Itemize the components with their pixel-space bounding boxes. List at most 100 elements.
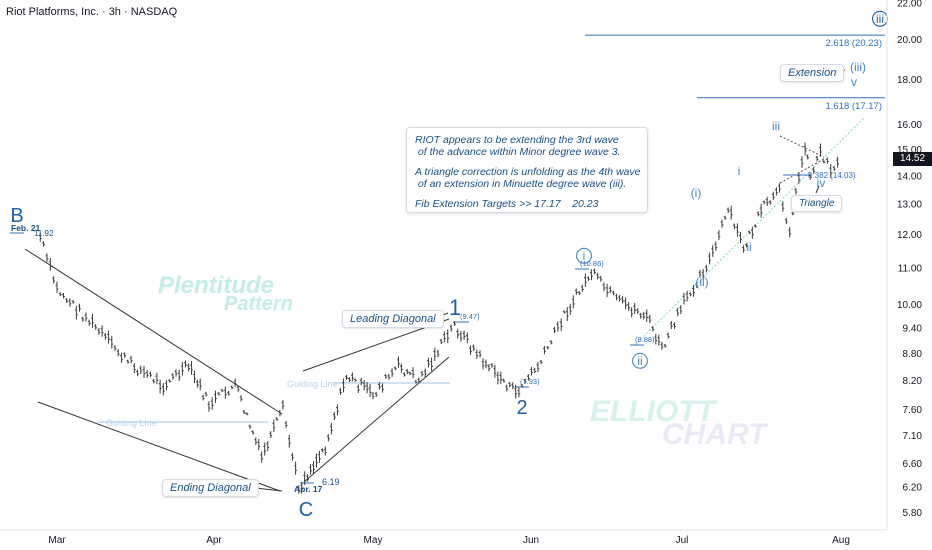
ohlc-bar — [794, 187, 798, 195]
ohlc-bar — [278, 409, 282, 417]
leading-diagonal-label[interactable]: Leading Diagonal — [342, 310, 444, 328]
chart-watermark: CHART — [662, 418, 769, 451]
ohlc-bar — [168, 379, 172, 383]
ohlc-bar — [574, 288, 578, 295]
ohlc-bar — [695, 282, 699, 288]
price-tick-label: 5.80 — [903, 508, 923, 519]
ohlc-bar — [520, 383, 524, 388]
wave-label-1: 1 — [449, 295, 461, 320]
ohlc-bar — [456, 328, 460, 339]
ohlc-bar — [748, 230, 751, 234]
triangle-lower — [779, 158, 825, 184]
ohlc-bar — [312, 461, 315, 475]
ohlc-bar — [336, 404, 339, 416]
ohlc-bar — [245, 412, 249, 416]
ohlc-bar — [132, 363, 136, 374]
ohlc-bar — [593, 268, 596, 275]
ohlc-bar — [384, 374, 388, 379]
price-tick-label: 13.00 — [897, 200, 922, 211]
ohlc-bar — [714, 241, 718, 251]
price-tick-label: 22.00 — [897, 0, 922, 10]
ohlc-bar — [465, 332, 469, 344]
time-axis[interactable]: Mar Apr May Jun Jul Aug — [0, 529, 887, 546]
price-tick-label: 6.60 — [903, 459, 923, 470]
ohlc-bar — [836, 156, 839, 168]
ohlc-bar — [94, 324, 98, 330]
wave-label-minor-iii: iii — [772, 119, 780, 133]
wave-label-minor-i: i — [738, 164, 741, 178]
ohlc-bar — [583, 273, 587, 288]
price-tick-label: 8.80 — [903, 349, 923, 360]
ohlc-bar — [698, 269, 702, 278]
ohlc-bar — [417, 377, 421, 384]
ohlc-bar — [642, 311, 646, 320]
ohlc-bar — [233, 378, 237, 387]
price-tick-label: 15.00 — [897, 145, 922, 156]
guiding-line-text: Guiding Line — [106, 418, 157, 428]
ohlc-bar — [74, 305, 78, 320]
ohlc-bar — [739, 232, 742, 244]
wave-label-c: C — [299, 499, 313, 521]
ohlc-bar — [402, 372, 406, 377]
wave-label-paren-i: (i) — [691, 186, 702, 200]
ohlc-bar — [294, 461, 298, 475]
ohlc-bar — [829, 164, 833, 178]
ohlc-bar — [381, 383, 384, 393]
ohlc-bar — [377, 382, 381, 390]
time-tick-label: Apr — [206, 535, 222, 546]
ohlc-bar — [387, 374, 391, 380]
ohlc-bar — [490, 363, 494, 368]
ohlc-bar — [38, 232, 42, 242]
wave-label-ii-circled: ii — [637, 354, 642, 368]
ohlc-bar — [523, 378, 527, 384]
extension-label[interactable]: Extension — [780, 64, 845, 82]
ohlc-bar — [599, 275, 603, 282]
ohlc-bar — [533, 367, 537, 374]
ohlc-bar — [430, 357, 434, 371]
ohlc-bar — [263, 442, 267, 456]
price-tick-label: 20.00 — [897, 35, 922, 46]
ohlc-bar — [815, 155, 819, 162]
pivot-value: (8.88) — [635, 335, 655, 344]
ohlc-bar — [806, 154, 810, 160]
ohlc-bar — [624, 297, 628, 310]
ohlc-bar — [618, 295, 621, 302]
analysis-note[interactable]: RIOT appears to be extending the 3rd wav… — [406, 127, 648, 213]
ohlc-bar — [717, 230, 721, 241]
ohlc-bar — [682, 292, 686, 305]
price-tick-label: 12.00 — [897, 230, 922, 241]
ohlc-bar — [676, 307, 680, 317]
ohlc-bar — [565, 307, 569, 322]
ohlc-bar — [48, 258, 52, 271]
ohlc-bar — [350, 372, 354, 382]
triangle-label[interactable]: Triangle — [791, 195, 843, 212]
ohlc-bar — [586, 276, 590, 281]
wave-label-i-circled-circle — [576, 247, 592, 264]
ohlc-bar — [65, 298, 69, 303]
ohlc-bar — [195, 379, 199, 388]
ohlc-bar — [145, 370, 149, 379]
ohlc-bar — [608, 286, 612, 294]
ohlc-bar — [577, 291, 581, 295]
leading-diagonal-lower — [303, 356, 450, 483]
wave-label-paren-iii: (iii) — [850, 60, 866, 74]
ohlc-bar — [808, 173, 812, 180]
ohlc-bar — [339, 387, 342, 395]
ohlc-bar — [356, 384, 360, 393]
ohlc-bar — [648, 314, 652, 324]
ending-diagonal-label[interactable]: Ending Diagonal — [162, 479, 259, 497]
ohlc-bar — [651, 326, 655, 332]
ohlc-bar — [184, 360, 187, 368]
ohlc-bar — [742, 245, 745, 253]
ohlc-bar — [227, 390, 231, 396]
price-tick-label: 7.60 — [903, 405, 923, 416]
ohlc-bar — [248, 424, 252, 429]
ohlc-bar — [469, 345, 472, 355]
watermarks: Plentitude Pattern ELLIOTT CHART — [158, 272, 769, 451]
ohlc-bar — [493, 364, 497, 378]
ohlc-bar — [68, 298, 72, 307]
ohlc-bar — [636, 308, 640, 314]
price-axis[interactable]: 22.00 20.00 18.00 16.00 15.00 14.00 13.00 12.00… — [886, 0, 923, 530]
ohlc-bar — [596, 272, 600, 280]
